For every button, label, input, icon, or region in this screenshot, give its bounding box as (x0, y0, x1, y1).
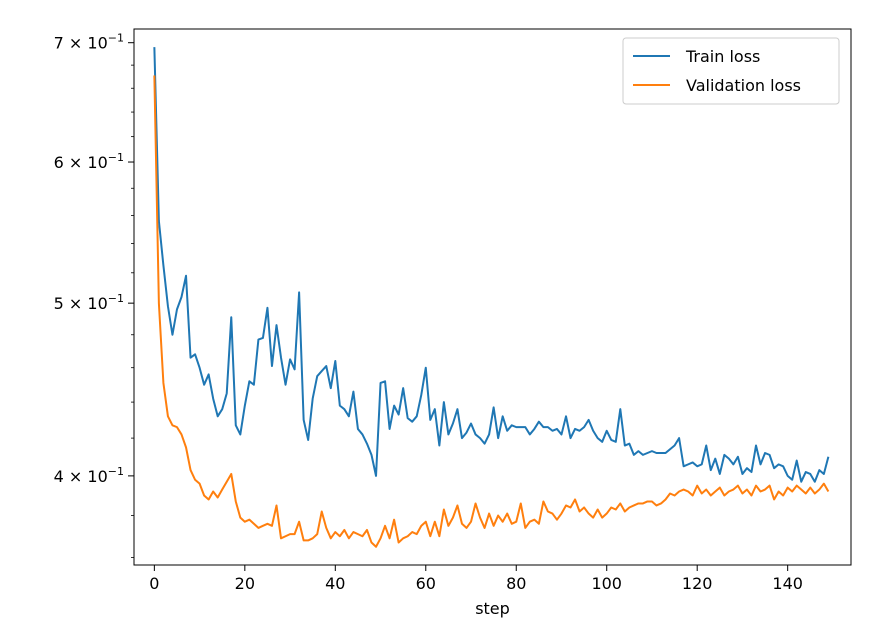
series-line-validation-loss (153, 75, 830, 548)
x-tick-label: 120 (682, 574, 713, 593)
y-tick-label: 4 × 10−1 (54, 465, 124, 486)
x-tick-label: 40 (325, 574, 345, 593)
y-axis-ticks: 4 × 10−1 5 × 10−1 6 × 10−1 7 × 10−1 (54, 32, 134, 558)
legend-box (622, 37, 840, 105)
x-axis-ticks: 0 20 40 60 80 100 120 140 (149, 565, 803, 593)
y-tick-label: 7 × 10−1 (54, 32, 124, 53)
plot-area (133, 28, 852, 566)
x-tick-label: 20 (235, 574, 255, 593)
legend: Train loss Validation loss (622, 37, 840, 105)
legend-label-validation-loss: Validation loss (686, 76, 801, 95)
y-tick-label: 5 × 10−1 (54, 292, 124, 313)
legend-label-train-loss: Train loss (685, 47, 760, 66)
series-lines (153, 47, 830, 548)
x-axis-label: step (475, 599, 510, 618)
y-tick-label: 6 × 10−1 (54, 151, 124, 172)
x-tick-label: 100 (591, 574, 622, 593)
x-tick-label: 0 (149, 574, 159, 593)
x-tick-label: 140 (772, 574, 803, 593)
x-tick-label: 60 (416, 574, 436, 593)
series-line-train-loss (153, 47, 830, 483)
x-tick-label: 80 (506, 574, 526, 593)
